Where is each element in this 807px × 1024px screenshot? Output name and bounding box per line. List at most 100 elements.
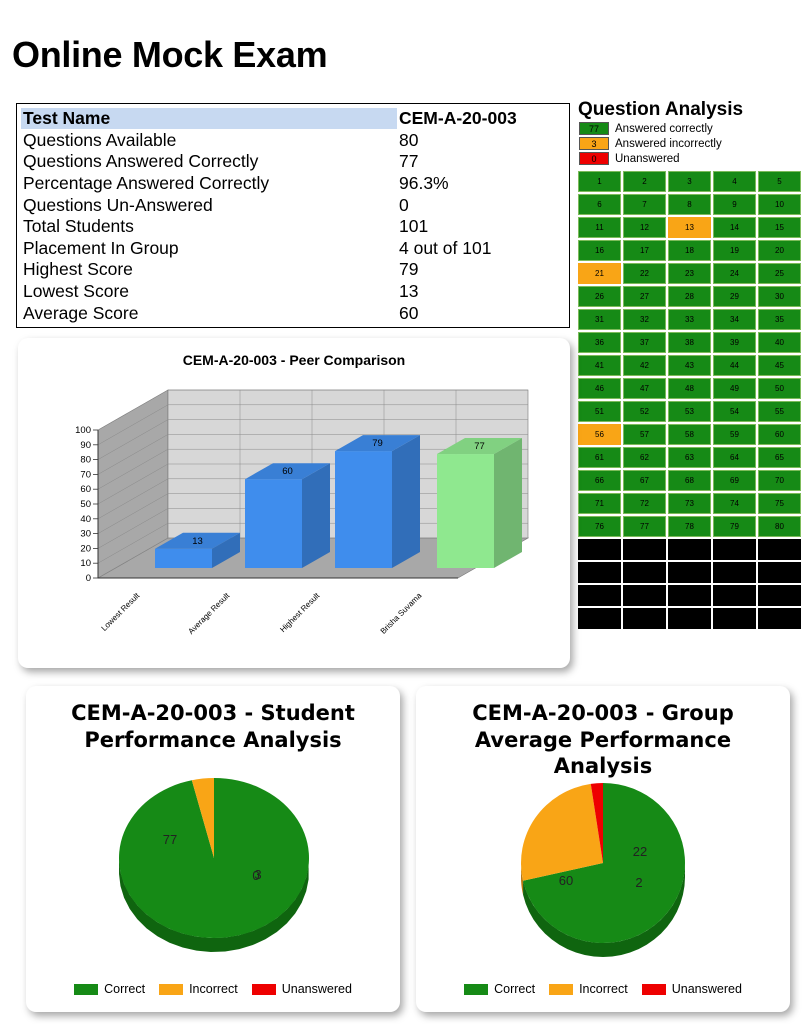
legend-item-correct: Correct (464, 982, 535, 996)
legend-label: Answered correctly (615, 122, 713, 135)
pie-side (523, 863, 685, 957)
empty-cell (623, 585, 666, 606)
summary-value: 79 (399, 259, 419, 280)
pie-data-label: 2 (635, 875, 642, 890)
legend-swatch-correct: 77 (579, 122, 609, 135)
y-tick-label: 40 (80, 514, 91, 525)
student-pie-legend: Correct Incorrect Unanswered (26, 982, 400, 996)
gridline (97, 419, 169, 460)
summary-value: 96.3% (399, 173, 449, 194)
summary-label: Placement In Group (23, 237, 179, 258)
bar-data-label: 13 (192, 536, 203, 547)
question-cell: 27 (623, 286, 666, 307)
question-cell: 22 (623, 263, 666, 284)
question-cell: 24 (713, 263, 756, 284)
question-cell: 67 (623, 470, 666, 491)
pie-data-label: 77 (163, 832, 177, 847)
question-cell: 49 (713, 378, 756, 399)
question-cell: 75 (758, 493, 801, 514)
question-cell: 78 (668, 516, 711, 537)
title-line: Performance Analysis (84, 727, 342, 752)
question-cell: 46 (578, 378, 621, 399)
summary-value: 77 (399, 151, 419, 172)
empty-cell (713, 562, 756, 583)
question-cell: 10 (758, 194, 801, 215)
empty-cell (623, 562, 666, 583)
question-cell: 55 (758, 401, 801, 422)
empty-cell (713, 608, 756, 629)
legend-item-unanswered: Unanswered (251, 982, 352, 996)
summary-row: Average Score 60 (21, 302, 565, 324)
title-line: Average Performance (474, 727, 732, 752)
question-cell: 51 (578, 401, 621, 422)
question-cell: 34 (713, 309, 756, 330)
summary-row: Questions Un-Answered 0 (21, 194, 565, 216)
bar-front (335, 451, 392, 568)
legend-incorrect: 3 Answered incorrectly (579, 136, 807, 151)
empty-cell (578, 562, 621, 583)
question-cell: 45 (758, 355, 801, 376)
question-cell: 41 (578, 355, 621, 376)
question-cell: 21 (578, 263, 621, 284)
title-line: Analysis (553, 754, 653, 778)
x-tick-label: Average Result (186, 591, 231, 636)
question-cell: 32 (623, 309, 666, 330)
question-cell: 70 (758, 470, 801, 491)
empty-cell (758, 585, 801, 606)
bar-front (437, 454, 494, 568)
summary-value: 0 (399, 194, 409, 215)
pie-side (119, 860, 309, 952)
title-line: CEM-A-20-003 - Student (71, 701, 355, 725)
summary-label: Questions Un-Answered (23, 194, 213, 215)
y-tick-label: 50 (80, 499, 91, 510)
legend-label: Unanswered (615, 152, 680, 165)
bar-data-label: 79 (372, 438, 383, 449)
y-tick-label: 100 (75, 425, 91, 436)
empty-cell (758, 608, 801, 629)
question-cell: 50 (758, 378, 801, 399)
gridline (97, 478, 169, 520)
question-cell: 7 (623, 194, 666, 215)
empty-cell (668, 539, 711, 560)
question-cell: 62 (623, 447, 666, 468)
gridline (97, 404, 169, 446)
question-analysis: Question Analysis 77 Answered correctly … (576, 99, 807, 629)
gridline (97, 537, 169, 579)
summary-header-row: Test Name CEM-A-20-003 (21, 108, 565, 130)
question-cell: 29 (713, 286, 756, 307)
question-cell: 77 (623, 516, 666, 537)
legend-text: Correct (104, 982, 146, 996)
question-cell: 61 (578, 447, 621, 468)
question-cell: 31 (578, 309, 621, 330)
question-cell: 13 (668, 217, 711, 238)
summary-row: Placement In Group 4 out of 101 (21, 238, 565, 260)
question-cell: 1 (578, 171, 621, 192)
bar-top (437, 438, 522, 455)
peer-comparison-chart: CEM-A-20-003 - Peer Comparison 0 10 20 30 40… (75, 352, 530, 636)
y-tick-label: 80 (80, 455, 91, 466)
summary-header-value: CEM-A-20-003 (399, 108, 517, 129)
y-tick-label: 30 (80, 529, 91, 540)
x-tick-label: Brisha Suvama (379, 591, 424, 636)
bar-1: 60 (245, 463, 330, 568)
question-cell: 44 (713, 355, 756, 376)
question-cell: 79 (713, 516, 756, 537)
student-pie-chart: 77 30 (119, 778, 310, 952)
page-title: Online Mock Exam (12, 34, 328, 75)
student-performance-panel: CEM-A-20-003 - Student Performance Analy… (26, 686, 400, 1012)
legend-swatch-incorrect: 3 (579, 137, 609, 150)
summary-row: Lowest Score 13 (21, 281, 565, 303)
pie-side (521, 861, 524, 895)
summary-label: Percentage Answered Correctly (23, 173, 270, 194)
question-cell: 33 (668, 309, 711, 330)
y-tick-label: 20 (80, 543, 91, 554)
question-cell: 73 (668, 493, 711, 514)
chart-title: CEM-A-20-003 - Peer Comparison (183, 352, 406, 368)
question-cell: 23 (668, 263, 711, 284)
gridline (97, 448, 169, 490)
question-cell: 71 (578, 493, 621, 514)
summary-label: Questions Available (23, 129, 177, 150)
summary-header-label: Test Name (21, 108, 397, 130)
question-cell: 16 (578, 240, 621, 261)
question-cell: 14 (713, 217, 756, 238)
